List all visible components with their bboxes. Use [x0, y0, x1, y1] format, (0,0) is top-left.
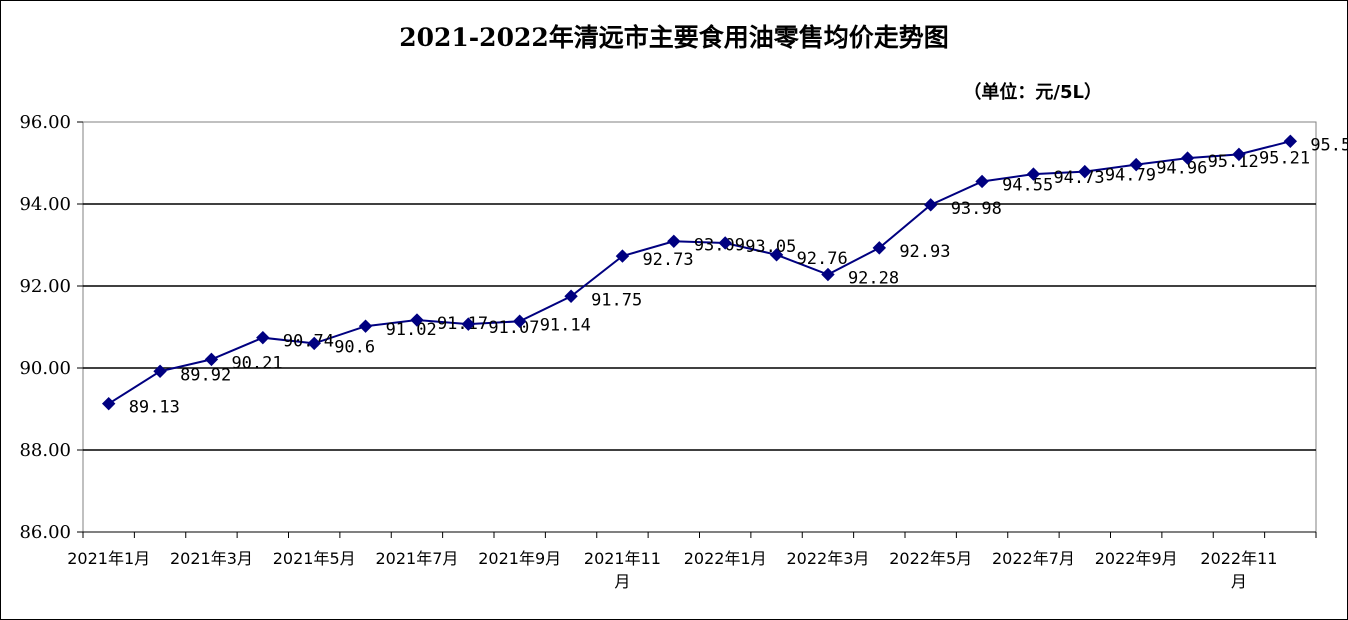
data-point: [1232, 147, 1246, 162]
data-label: 89.92: [180, 365, 231, 385]
data-label: 93.09: [694, 235, 745, 255]
y-tick-label: 86.00: [19, 522, 71, 543]
y-tick-label: 96.00: [19, 112, 71, 133]
data-point: [718, 236, 732, 250]
data-point: [358, 319, 373, 333]
data-label: 95.21: [1259, 148, 1310, 168]
x-tick-label: 2021年9月: [478, 549, 561, 568]
data-point: [821, 267, 835, 282]
data-label: 90.6: [334, 337, 375, 357]
data-label: 94.73: [1053, 168, 1104, 188]
data-label: 93.98: [951, 199, 1002, 219]
data-label: 90.21: [231, 353, 282, 373]
data-point: [769, 248, 784, 262]
data-label: 91.07: [488, 318, 539, 338]
x-tick-label: 2021年3月: [170, 549, 253, 568]
x-tick-label: 2022年3月: [786, 549, 869, 568]
data-point: [410, 313, 424, 327]
data-label: 92.73: [642, 250, 693, 270]
data-label: 91.14: [540, 315, 591, 335]
data-label: 95.53: [1310, 135, 1348, 155]
data-point: [101, 396, 116, 411]
data-point: [872, 241, 887, 255]
y-tick-label: 88.00: [19, 440, 71, 461]
data-point: [923, 198, 938, 212]
data-point: [1078, 164, 1092, 179]
data-label: 89.13: [129, 398, 180, 418]
x-tick-label: 2022年9月: [1095, 549, 1178, 568]
x-tick-label: 2021年7月: [375, 549, 458, 568]
data-label: 94.96: [1156, 159, 1207, 179]
data-point: [564, 289, 578, 303]
series-line: [108, 140, 1291, 405]
data-point: [256, 330, 270, 345]
x-tick-label: 2022年5月: [889, 549, 972, 568]
data-point: [1283, 134, 1298, 148]
data-label: 94.55: [1002, 175, 1053, 195]
data-point: [975, 174, 989, 189]
x-tick-label: 月: [614, 572, 630, 591]
data-point: [461, 317, 476, 331]
x-tick-label: 2021年11: [584, 549, 661, 568]
data-point: [1180, 151, 1195, 165]
data-label: 90.74: [283, 332, 334, 352]
data-label: 92.28: [848, 269, 899, 289]
data-point: [1026, 167, 1041, 181]
x-tick-label: 2022年11: [1200, 549, 1277, 568]
x-tick-label: 2022年1月: [684, 549, 767, 568]
data-point: [667, 234, 681, 249]
y-tick-label: 94.00: [19, 194, 71, 215]
unit-label: （单位：元/5L）: [963, 82, 1102, 103]
data-point: [153, 364, 167, 378]
data-point: [615, 249, 630, 263]
x-tick-label: 月: [1231, 572, 1247, 591]
chart-title: 2021-2022年清远市主要食用油零售均价走势图: [399, 23, 949, 52]
data-point: [307, 336, 321, 351]
data-point: [1129, 157, 1143, 172]
data-label: 92.76: [797, 249, 848, 269]
data-label: 91.75: [591, 290, 642, 310]
x-tick-label: 2022年7月: [992, 549, 1075, 568]
x-tick-label: 2021年1月: [67, 549, 150, 568]
y-tick-label: 90.00: [19, 358, 71, 379]
data-label: 91.02: [386, 320, 437, 340]
data-label: 92.93: [899, 242, 950, 262]
y-tick-label: 92.00: [19, 276, 71, 297]
data-label: 93.05: [745, 237, 796, 257]
data-label: 95.12: [1208, 152, 1259, 172]
data-label: 94.79: [1105, 166, 1156, 186]
data-point: [204, 352, 219, 367]
data-point: [512, 314, 527, 328]
x-tick-label: 2021年5月: [273, 549, 356, 568]
